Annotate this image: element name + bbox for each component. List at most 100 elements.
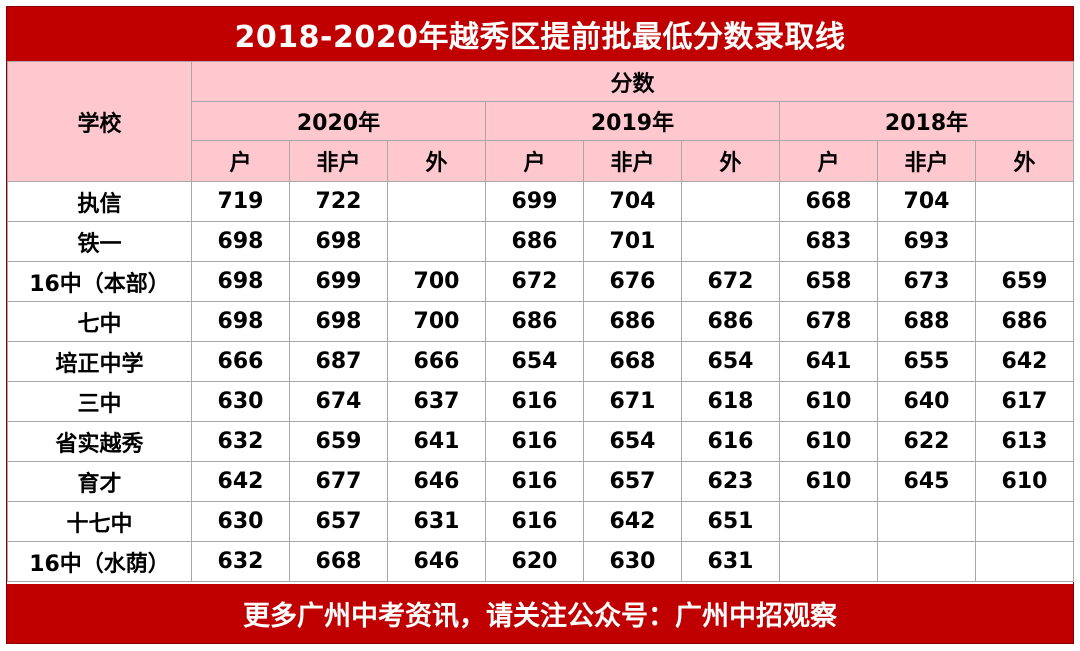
score-cell: 719	[191, 181, 290, 222]
score-header: 分数	[190, 61, 1075, 102]
score-cell: 657	[289, 501, 388, 542]
subcol-header: 户	[191, 140, 290, 182]
score-cell: 699	[289, 261, 388, 302]
school-name-cell: 省实越秀	[7, 421, 192, 462]
school-name-cell: 育才	[7, 461, 192, 502]
subcol-header: 外	[974, 140, 1075, 182]
score-cell: 616	[485, 501, 584, 542]
school-name-cell: 七中	[7, 301, 192, 342]
score-cell: 616	[485, 461, 584, 502]
score-cell: 659	[974, 261, 1075, 302]
score-cell	[681, 181, 780, 222]
score-cell: 642	[191, 461, 290, 502]
year-header-2018: 2018年	[778, 101, 1075, 141]
score-cell: 699	[485, 181, 584, 222]
score-cell: 704	[583, 181, 682, 222]
school-name-cell: 铁一	[7, 221, 192, 262]
score-cell: 631	[387, 501, 486, 542]
table-row: 培正中学 666 687 666 654 668 654 641 655 642	[7, 341, 1075, 382]
score-cell: 632	[191, 421, 290, 462]
score-cell: 700	[387, 301, 486, 342]
score-cell: 618	[681, 381, 780, 422]
score-cell: 616	[681, 421, 780, 462]
score-cell	[387, 221, 486, 262]
score-cell	[779, 541, 878, 582]
score-cell: 658	[779, 261, 878, 302]
score-cell: 686	[681, 301, 780, 342]
score-cell: 623	[681, 461, 780, 502]
table-row: 16中（本部） 698 699 700 672 676 672 658 673 659	[7, 261, 1075, 302]
school-name-cell: 执信	[7, 181, 192, 222]
score-cell: 610	[779, 381, 878, 422]
score-cell: 676	[583, 261, 682, 302]
score-cell: 698	[191, 301, 290, 342]
score-cell: 640	[877, 381, 976, 422]
score-cell: 688	[877, 301, 976, 342]
page-title: 2018-2020年越秀区提前批最低分数录取线	[7, 7, 1073, 61]
score-cell: 642	[583, 501, 682, 542]
score-cell	[877, 541, 976, 582]
subcol-header: 外	[681, 140, 780, 182]
table-row: 十七中 630 657 631 616 642 651	[7, 501, 1075, 542]
score-cell: 693	[877, 221, 976, 262]
score-cell: 620	[485, 541, 584, 582]
score-cell: 613	[974, 421, 1075, 462]
score-cell: 622	[877, 421, 976, 462]
school-header: 学校	[7, 61, 192, 182]
score-cell	[974, 221, 1075, 262]
table-row: 执信 719 722 699 704 668 704	[7, 181, 1075, 222]
score-cell: 654	[681, 341, 780, 382]
school-name-cell: 培正中学	[7, 341, 192, 382]
table-body: 执信 719 722 699 704 668 704 铁一 698 698 686 701 683 693…	[7, 181, 1075, 582]
score-cell: 672	[485, 261, 584, 302]
score-cell	[877, 501, 976, 542]
score-cell: 686	[583, 301, 682, 342]
score-cell: 654	[485, 341, 584, 382]
score-cell: 630	[191, 381, 290, 422]
score-cell: 642	[974, 341, 1075, 382]
school-name-cell: 16中（本部）	[7, 261, 192, 302]
table-row: 铁一 698 698 686 701 683 693	[7, 221, 1075, 262]
footer-banner: 更多广州中考资讯，请关注公众号：广州中招观察	[7, 584, 1073, 643]
table-row: 七中 698 698 700 686 686 686 678 688 686	[7, 301, 1075, 342]
score-cell: 671	[583, 381, 682, 422]
year-header-2020: 2020年	[191, 101, 486, 141]
score-cell: 641	[387, 421, 486, 462]
score-cell: 616	[485, 381, 584, 422]
score-cell: 698	[191, 221, 290, 262]
score-cell: 672	[681, 261, 780, 302]
score-cell: 641	[779, 341, 878, 382]
score-cell: 632	[191, 541, 290, 582]
score-cell: 668	[779, 181, 878, 222]
score-cell: 631	[681, 541, 780, 582]
score-cell	[974, 181, 1075, 222]
subcol-header: 户	[485, 140, 584, 182]
school-name-cell: 16中（水荫）	[7, 541, 192, 582]
table-row: 16中（水荫） 632 668 646 620 630 631	[7, 541, 1075, 582]
score-cell: 668	[289, 541, 388, 582]
school-name-cell: 三中	[7, 381, 192, 422]
score-cell: 646	[387, 461, 486, 502]
score-cell: 700	[387, 261, 486, 302]
subcol-header: 外	[387, 140, 486, 182]
score-cell: 722	[289, 181, 388, 222]
score-cell: 657	[583, 461, 682, 502]
subcol-header: 非户	[583, 140, 682, 182]
score-cell: 677	[289, 461, 388, 502]
subcol-header: 户	[779, 140, 878, 182]
score-cell: 651	[681, 501, 780, 542]
score-cell: 704	[877, 181, 976, 222]
score-cell: 673	[877, 261, 976, 302]
score-cell: 654	[583, 421, 682, 462]
score-cell: 646	[387, 541, 486, 582]
score-cell	[974, 501, 1075, 542]
score-cell: 645	[877, 461, 976, 502]
score-cell: 655	[877, 341, 976, 382]
school-name-cell: 十七中	[7, 501, 192, 542]
score-cell: 687	[289, 341, 388, 382]
score-cell: 686	[974, 301, 1075, 342]
score-cell	[974, 541, 1075, 582]
score-cell: 698	[191, 261, 290, 302]
score-cell: 630	[191, 501, 290, 542]
score-cell: 659	[289, 421, 388, 462]
